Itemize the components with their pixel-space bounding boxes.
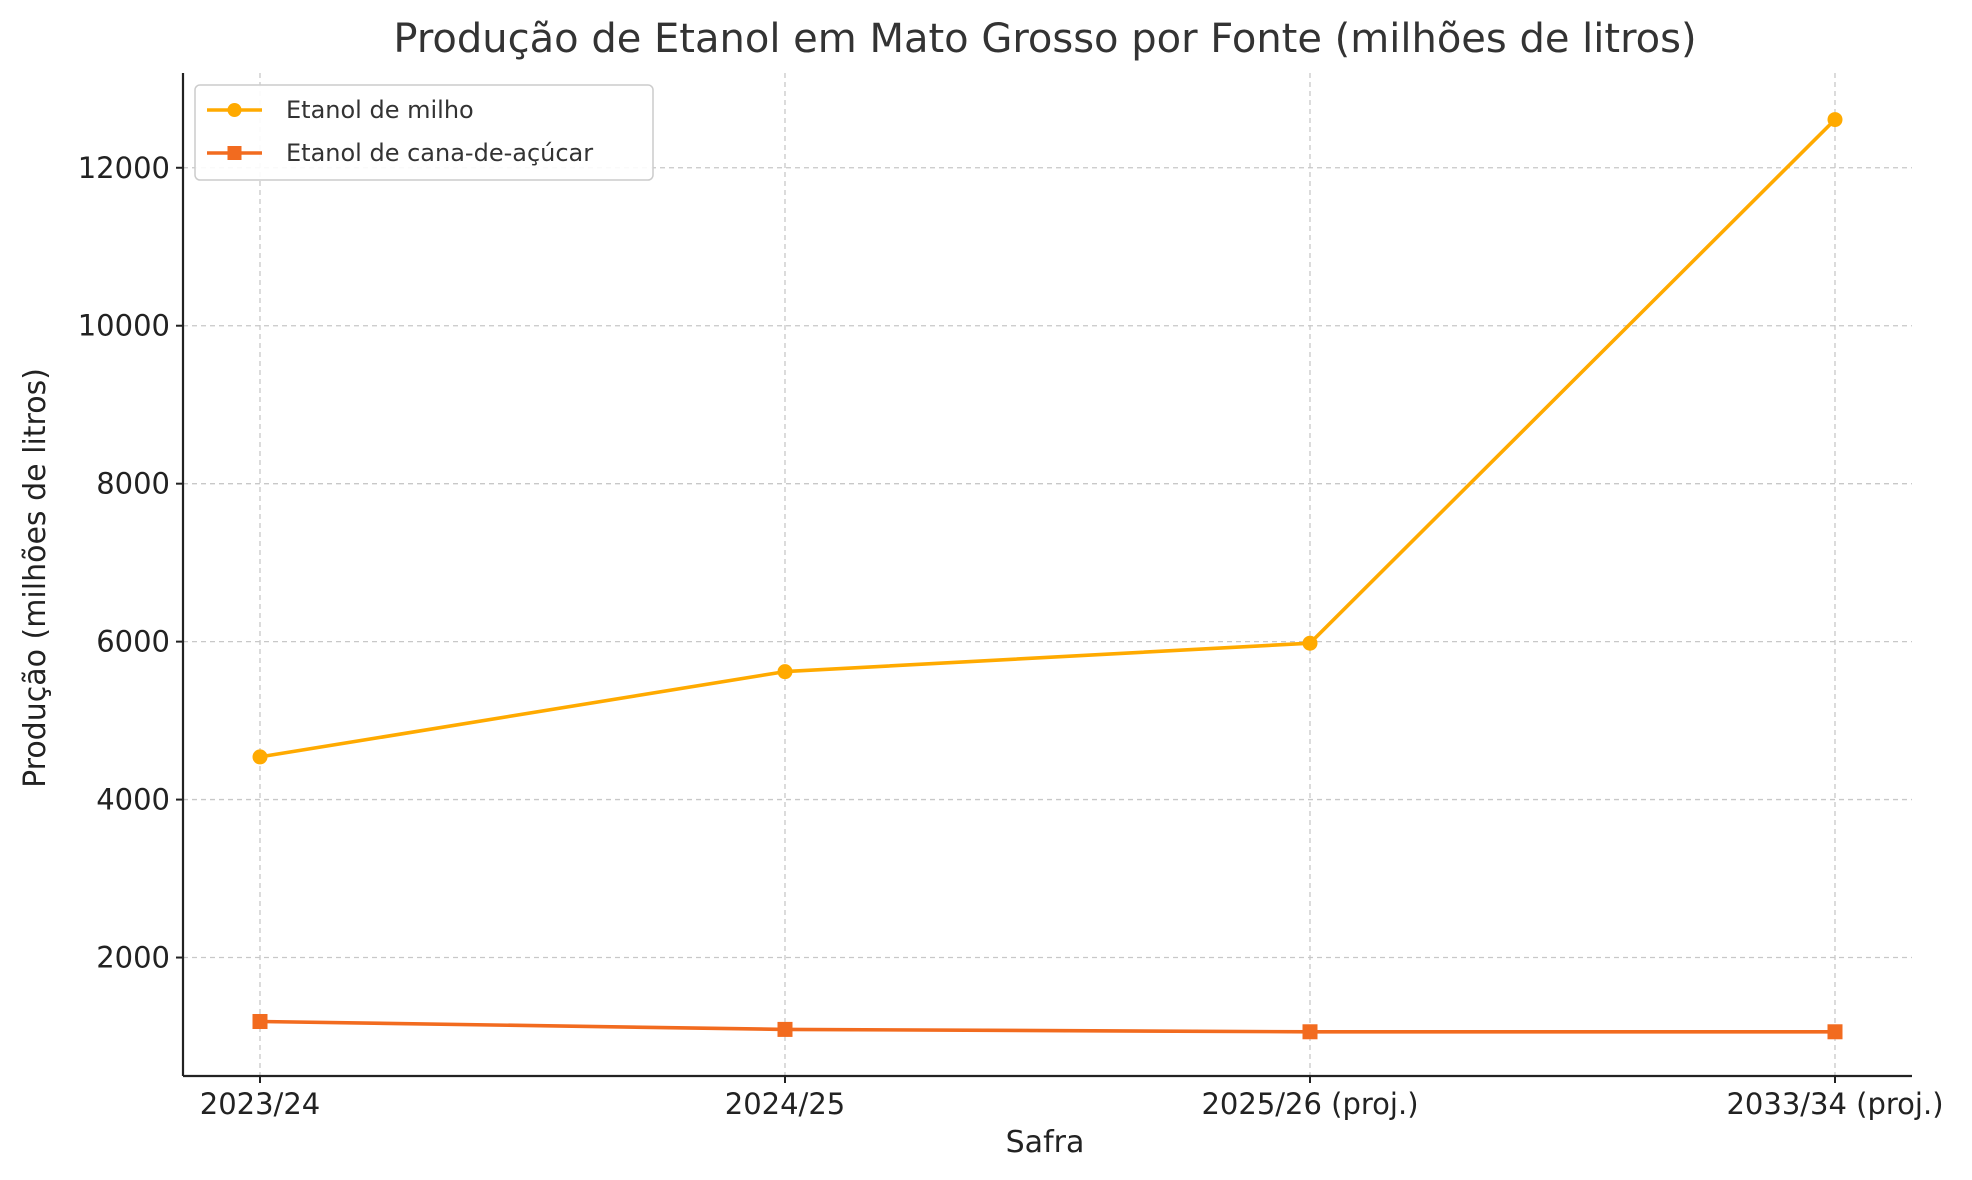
x-tick-label: 2025/26 (proj.) xyxy=(1201,1087,1418,1121)
y-tick-label: 10000 xyxy=(78,309,170,343)
data-point xyxy=(1302,1024,1318,1040)
data-point xyxy=(1827,112,1843,128)
series-group xyxy=(252,112,1843,1040)
series-line xyxy=(259,1019,1835,1034)
legend-label: Etanol de milho xyxy=(286,96,474,124)
data-point xyxy=(777,1021,793,1037)
legend-marker xyxy=(227,146,242,160)
y-tick-label: 2000 xyxy=(96,941,170,975)
x-axis-label: Safra xyxy=(1006,1125,1085,1160)
x-tick-label: 2024/25 xyxy=(725,1087,845,1121)
data-point xyxy=(252,749,268,765)
y-tick-label: 4000 xyxy=(96,783,170,817)
y-tick-label: 6000 xyxy=(96,625,170,659)
legend-marker xyxy=(227,103,242,117)
y-tick-label: 8000 xyxy=(96,467,170,501)
y-axis-label: Produção (milhões de litros) xyxy=(18,368,53,788)
data-point xyxy=(252,1014,268,1030)
legend-label: Etanol de cana-de-açúcar xyxy=(286,139,593,167)
grid xyxy=(183,73,1912,1076)
legend-box xyxy=(194,84,654,181)
axes: 2000 4000 6000 8000 10000 12000 2023/24 2024/25… xyxy=(78,73,1944,1121)
chart-title: Produção de Etanol em Mato Grosso por Fo… xyxy=(393,16,1696,62)
data-point xyxy=(1827,1024,1843,1040)
legend: Etanol de milho Etanol de cana-de-açúcar xyxy=(194,84,654,181)
series-line xyxy=(259,118,1837,759)
data-point xyxy=(1302,635,1318,651)
data-point xyxy=(777,664,793,680)
x-tick-label: 2023/24 xyxy=(200,1087,320,1121)
y-tick-label: 12000 xyxy=(78,151,170,185)
x-tick-label: 2033/34 (proj.) xyxy=(1726,1087,1943,1121)
